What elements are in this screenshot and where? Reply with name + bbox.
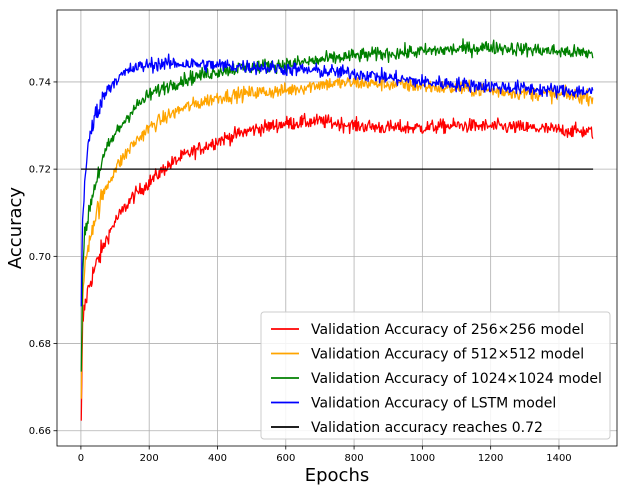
y-axis-label: Accuracy [5,187,26,270]
x-tick-label: 1400 [546,453,571,464]
x-tick-label: 400 [208,453,227,464]
y-axis-ticks: 0.66 0.68 0.70 0.72 0.74 [29,77,57,437]
legend: Validation Accuracy of 256×256 model Vali… [260,311,611,440]
x-tick-label: 1000 [410,453,435,464]
legend-box [260,311,611,440]
legend-label: Validation accuracy reaches 0.72 [311,420,543,436]
y-tick-label: 0.74 [29,77,51,88]
y-tick-label: 0.66 [29,426,51,437]
y-tick-label: 0.72 [29,165,51,176]
x-tick-label: 0 [78,453,84,464]
series-line-0 [80,112,594,421]
y-tick-label: 0.70 [29,252,51,263]
x-axis-ticks: 0 200 400 600 800 1000 1200 1400 [78,446,572,464]
series-line-3 [80,53,594,307]
x-tick-label: 1200 [478,453,503,464]
x-tick-label: 600 [276,453,295,464]
series-lines [80,38,594,421]
x-tick-label: 200 [140,453,159,464]
series-line-1 [80,77,594,399]
legend-label: Validation Accuracy of 1024×1024 model [311,371,602,387]
legend-label: Validation Accuracy of 512×512 model [311,347,584,363]
legend-label: Validation Accuracy of LSTM model [311,396,556,412]
series-line-2 [80,38,594,372]
y-tick-label: 0.68 [29,339,51,350]
legend-label: Validation Accuracy of 256×256 model [311,322,584,338]
x-tick-label: 800 [345,453,364,464]
x-axis-label: Epochs [305,465,370,486]
plot-frame [56,9,618,447]
